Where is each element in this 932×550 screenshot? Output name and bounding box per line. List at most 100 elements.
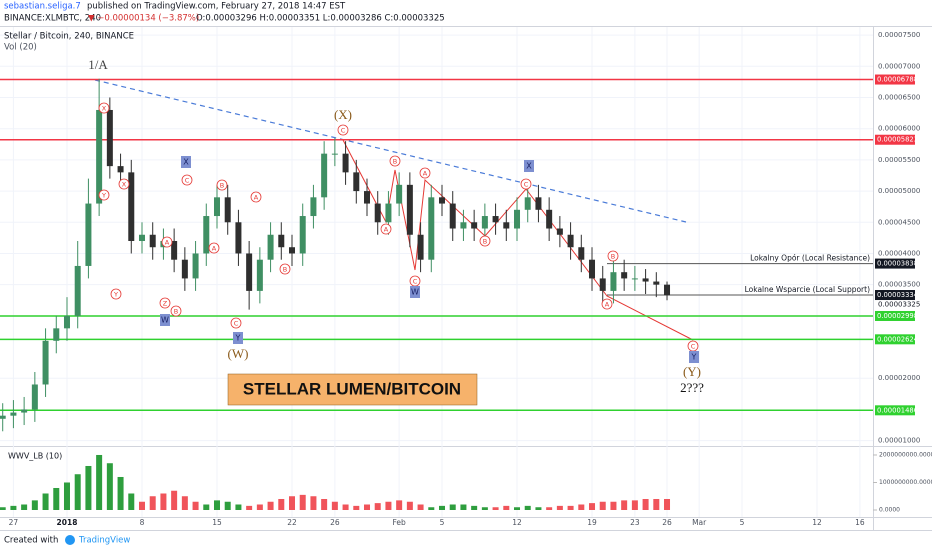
candle-body — [406, 184, 413, 235]
candle-body — [256, 259, 263, 291]
candle-body — [364, 191, 371, 204]
candle-body — [621, 272, 628, 279]
candle-body — [85, 203, 92, 266]
x-tick-label: 26 — [330, 518, 340, 527]
wave-label: X — [183, 158, 189, 167]
wave-label: C — [691, 343, 696, 351]
wave-circle — [419, 167, 431, 179]
ohlc: O:0.00003296 H:0.00003351 L:0.00003286 C… — [196, 14, 445, 24]
candle-body — [171, 240, 178, 260]
wave-circle — [110, 288, 122, 300]
candle-body — [428, 197, 435, 260]
y-tick-label: 0.00006000 — [878, 125, 920, 133]
y-tick-label: 0.00007500 — [878, 31, 920, 39]
histogram-bar — [21, 504, 28, 510]
x-tick-label: 26 — [662, 518, 672, 527]
candle-body — [192, 253, 199, 279]
wave-degree: 2??? — [680, 380, 704, 395]
histogram-bar — [117, 476, 124, 510]
histogram-bar — [203, 504, 210, 510]
wave-circle — [230, 317, 242, 329]
candle-body — [117, 166, 124, 173]
price-label-box — [875, 405, 915, 416]
level-note: Lokalny Opór (Local Resistance) — [750, 254, 870, 263]
histogram-bar — [0, 507, 6, 510]
candle-body — [31, 384, 38, 410]
wave-degree: 1/A — [88, 57, 108, 72]
wave-circle — [479, 235, 491, 247]
candle-body — [514, 209, 521, 229]
histogram-bar — [128, 493, 135, 510]
wave-box — [160, 314, 170, 326]
wave-label: Y — [101, 192, 106, 200]
histogram-bar — [213, 500, 220, 510]
wave-label: A — [605, 301, 610, 309]
author-link[interactable]: sebastian.seliga.7 — [4, 2, 81, 12]
y-tick-label: 2000000000.0000 — [879, 451, 932, 458]
candle-body — [278, 234, 285, 248]
wave-label: Y — [235, 334, 241, 343]
wave-box — [181, 156, 191, 168]
candle-body — [42, 340, 49, 385]
trend-line — [94, 79, 687, 223]
histogram-bar — [85, 465, 92, 510]
histogram-bar — [481, 507, 488, 510]
candle-body — [567, 234, 574, 248]
histogram-bar — [631, 500, 638, 510]
candle-body — [610, 272, 617, 291]
price-label-box — [875, 310, 915, 321]
banner: STELLAR LUMEN/BITCOIN — [243, 379, 461, 398]
candle-body — [10, 412, 17, 416]
histogram-bar — [278, 498, 285, 510]
candle-body — [289, 247, 295, 254]
brand[interactable]: TradingView — [78, 536, 130, 546]
candle-body — [299, 216, 306, 254]
x-tick-label: 12 — [812, 518, 822, 527]
candle-body — [74, 265, 81, 316]
wave-label: W — [161, 316, 169, 325]
histogram-bar — [535, 507, 542, 510]
wave-label: B — [483, 238, 487, 246]
wave-circle — [607, 250, 619, 262]
histogram-bar — [589, 503, 596, 510]
created-with: Created with — [4, 536, 58, 546]
histogram-bar — [385, 501, 392, 510]
histogram-bar — [406, 501, 413, 510]
wave-circle — [181, 174, 193, 186]
candle-body — [578, 247, 585, 260]
histogram-bar — [310, 496, 317, 510]
price-label-box — [875, 258, 915, 269]
wave-circle — [170, 305, 182, 317]
histogram-bar — [653, 498, 660, 510]
histogram-bar — [342, 504, 349, 510]
x-tick-label: 2018 — [57, 518, 78, 527]
candle-body — [0, 415, 6, 419]
histogram-bar — [96, 454, 103, 510]
wave-label: B — [220, 182, 224, 190]
wave-label: C — [185, 177, 190, 185]
candle-body — [417, 234, 424, 260]
histogram-bar — [428, 507, 435, 510]
histogram-bar — [31, 500, 38, 510]
candle-body — [267, 234, 274, 260]
x-tick-label: 23 — [630, 518, 640, 527]
candle-body — [503, 222, 510, 229]
histogram-bar — [642, 498, 649, 510]
y-tick-label: 0.00001000 — [878, 437, 920, 445]
x-tick-label: 5 — [740, 518, 745, 527]
wave-circle — [208, 242, 220, 254]
price-label-box — [875, 134, 915, 145]
histogram-bar — [514, 507, 521, 510]
candle-body — [471, 222, 478, 229]
price-label: 0.00003838 — [877, 260, 918, 268]
wave-label: A — [165, 239, 170, 247]
wave-label: B — [611, 253, 615, 261]
wave-circle — [98, 102, 110, 114]
x-tick-label: Mar — [692, 518, 707, 527]
histogram-bar — [224, 501, 231, 510]
candle-body — [331, 153, 338, 155]
y-tick-label: 0.00003500 — [878, 281, 920, 289]
candle-body — [535, 197, 542, 210]
histogram-bar — [503, 505, 510, 510]
